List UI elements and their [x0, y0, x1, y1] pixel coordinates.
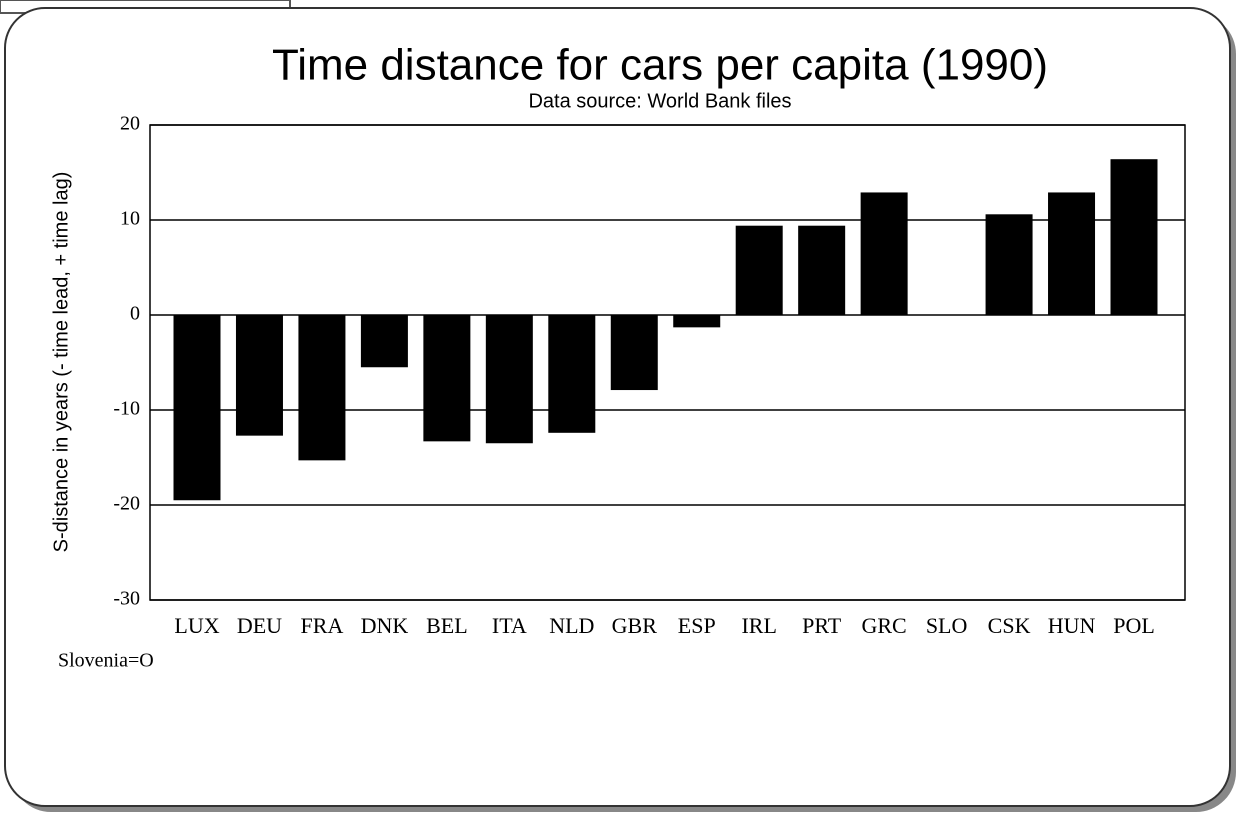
- x-tick-label: SLO: [926, 613, 968, 638]
- bar: [360, 315, 408, 368]
- bar: [673, 315, 721, 328]
- bar: [485, 315, 533, 444]
- y-tick-label: -10: [113, 398, 140, 420]
- x-tick-label: GRC: [862, 613, 907, 638]
- y-tick-label: 20: [120, 113, 140, 135]
- y-tick-label: -30: [113, 588, 140, 610]
- bar: [548, 315, 596, 433]
- x-tick-label: PRT: [802, 613, 842, 638]
- x-tick-label: LUX: [174, 613, 219, 638]
- bar: [735, 225, 783, 315]
- y-tick-label: 10: [120, 208, 140, 230]
- bar: [423, 315, 471, 442]
- x-tick-label: CSK: [988, 613, 1031, 638]
- x-tick-label: DNK: [361, 613, 409, 638]
- y-tick-label: 0: [130, 303, 140, 325]
- x-tick-label: FRA: [301, 613, 344, 638]
- x-tick-label: HUN: [1048, 613, 1096, 638]
- x-tick-label: GBR: [612, 613, 658, 638]
- x-tick-label: POL: [1113, 613, 1155, 638]
- bar: [610, 315, 658, 391]
- x-tick-label: ESP: [678, 613, 716, 638]
- x-tick-label: NLD: [549, 613, 594, 638]
- bar: [1048, 192, 1096, 315]
- x-tick-label: BEL: [426, 613, 468, 638]
- bar: [173, 315, 221, 501]
- x-tick-label: DEU: [237, 613, 282, 638]
- y-axis-label: S-distance in years (- time lead, + time…: [50, 172, 72, 553]
- bar: [985, 214, 1033, 315]
- chart-subtitle: Data source: World Bank files: [528, 90, 791, 112]
- x-tick-label: ITA: [492, 613, 527, 638]
- bar: [298, 315, 346, 461]
- chart-title: Time distance for cars per capita (1990): [272, 41, 1048, 90]
- bar: [860, 192, 908, 315]
- annotation: Slovenia=O: [58, 650, 154, 672]
- bar: [235, 315, 283, 436]
- bar: [798, 225, 846, 315]
- y-tick-label: -20: [113, 493, 140, 515]
- x-tick-label: IRL: [741, 613, 776, 638]
- bar: [1110, 159, 1158, 315]
